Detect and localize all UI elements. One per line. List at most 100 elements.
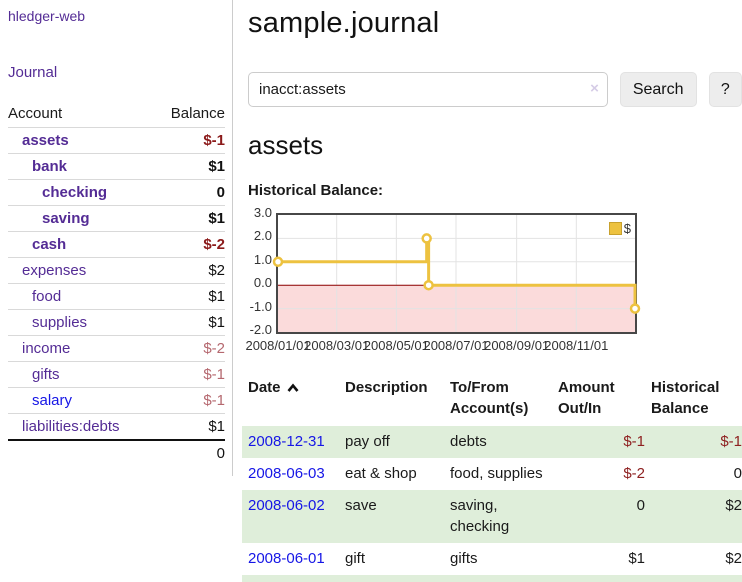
- transaction-date-link[interactable]: 2008-12-31: [248, 433, 325, 450]
- account-link-expenses[interactable]: expenses: [22, 262, 87, 279]
- account-balance: $1: [154, 153, 225, 180]
- account-row: liabilities:debts $1: [8, 413, 225, 440]
- transaction-accounts: saving, checking: [444, 489, 552, 543]
- legend-swatch-icon: [608, 222, 622, 235]
- account-balance: $-1: [154, 361, 225, 388]
- account-row: bank $1: [8, 153, 225, 180]
- account-link-assets[interactable]: assets: [22, 132, 69, 149]
- x-tick-label: 2008/11/01: [544, 338, 609, 353]
- account-link-supplies[interactable]: supplies: [32, 314, 88, 331]
- transaction-accounts: gifts: [450, 550, 478, 567]
- account-link-cash[interactable]: cash: [32, 236, 67, 253]
- transaction-description: save: [339, 489, 444, 543]
- account-balance: $-2: [154, 231, 225, 258]
- account-row: salary $-1: [8, 387, 225, 414]
- account-row: checking 0: [8, 179, 225, 206]
- account-link-food[interactable]: food: [32, 288, 62, 305]
- journal-link[interactable]: Journal: [8, 64, 58, 81]
- transaction-balance: $2: [725, 550, 742, 567]
- register-row: 2008-06-02 save saving, checking 0 $2: [242, 489, 742, 543]
- accounts-total: 0: [154, 439, 225, 466]
- transaction-amount: $1: [628, 550, 645, 567]
- account-balance: $-1: [154, 127, 225, 154]
- transaction-amount: $-1: [552, 426, 645, 458]
- account-balance: 0: [154, 179, 225, 206]
- search-bar: × Search ?: [248, 72, 742, 107]
- register-row: 2008-06-01 gift gifts $1 $2: [242, 543, 742, 575]
- chart-plot-area: $: [272, 213, 641, 334]
- account-link-income[interactable]: income: [22, 340, 71, 357]
- register-row: 2008-06-03 eat & shop food, supplies $-2…: [242, 458, 742, 490]
- account-link-salary[interactable]: salary: [32, 392, 73, 409]
- transaction-description: pay off: [339, 426, 444, 458]
- account-row: expenses $2: [8, 257, 225, 284]
- transaction-description: income: [339, 574, 444, 582]
- sort-by-date-header[interactable]: Date: [248, 377, 299, 398]
- accounts-table: Account Balance assets $-1 bank $1 checkin…: [8, 102, 225, 466]
- chart-section-label: Historical Balance:: [248, 182, 384, 199]
- account-row: saving $1: [8, 205, 225, 232]
- account-row: assets $-1: [8, 127, 225, 154]
- x-tick-label: 2008/05/01: [363, 338, 429, 353]
- main-content: sample.journal × Search ? assets Histori…: [242, 0, 742, 582]
- register-row: 2008-12-31 pay off debts $-1 $-1: [242, 426, 742, 458]
- x-tick-label: 2008/01/01: [245, 338, 311, 353]
- help-button[interactable]: ?: [708, 72, 742, 107]
- account-link-bank[interactable]: bank: [32, 158, 68, 175]
- legend-label: $: [623, 221, 631, 236]
- accounts-total-row: 0: [8, 439, 225, 466]
- x-tick-label: 2008/07/01: [423, 338, 489, 353]
- register-table: Date Description To/From Account(s) Amou…: [242, 375, 742, 582]
- account-row: cash $-2: [8, 231, 225, 258]
- app-brand-link[interactable]: hledger-web: [8, 8, 86, 24]
- transaction-description: gift: [345, 550, 366, 567]
- y-tick-label: 2.0: [253, 228, 272, 244]
- chart-line-series: [272, 215, 641, 332]
- account-row: income $-2: [8, 335, 225, 362]
- account-row: food $1: [8, 283, 225, 310]
- transaction-amount: 0: [552, 489, 645, 543]
- accounts-header: To/From Account(s): [450, 379, 529, 417]
- y-tick-label: 3.0: [253, 205, 272, 220]
- transaction-amount: $-2: [623, 464, 645, 482]
- sidebar: hledger-web Journal Account Balance asse…: [0, 0, 233, 476]
- search-input[interactable]: [248, 72, 608, 107]
- x-tick-label: 2008/03/01: [304, 338, 370, 353]
- account-balance: $1: [154, 413, 225, 440]
- transaction-balance: $-1: [645, 426, 742, 458]
- page-title: sample.journal: [248, 7, 440, 39]
- account-link-checking[interactable]: checking: [42, 184, 108, 201]
- chevron-up-icon: [287, 382, 299, 392]
- transaction-accounts: debts: [444, 426, 552, 458]
- account-row: supplies $1: [8, 309, 225, 336]
- transaction-date-link[interactable]: 2008-06-01: [248, 550, 325, 567]
- transaction-amount: $1: [552, 574, 645, 582]
- account-row: gifts $-1: [8, 361, 225, 388]
- register-row: 2008-01-01 income salary $1 $1: [242, 574, 742, 582]
- transaction-date-link[interactable]: 2008-06-02: [248, 496, 325, 514]
- transaction-description: eat & shop: [345, 464, 417, 482]
- transaction-balance: 0: [733, 464, 742, 482]
- y-tick-label: -1.0: [249, 298, 272, 314]
- y-tick-label: 0.0: [253, 275, 272, 291]
- account-link-liabilities-debts[interactable]: liabilities:debts: [22, 418, 120, 435]
- account-balance: $2: [154, 257, 225, 284]
- account-link-saving[interactable]: saving: [42, 210, 90, 227]
- accounts-col-account: Account: [8, 105, 63, 122]
- chart-legend: $: [608, 221, 631, 236]
- balance-header: Historical Balance: [651, 379, 720, 417]
- clear-search-icon[interactable]: ×: [590, 80, 599, 97]
- transaction-balance: $1: [645, 574, 742, 582]
- search-button[interactable]: Search: [619, 72, 697, 107]
- y-tick-label: -2.0: [249, 322, 272, 337]
- account-link-gifts[interactable]: gifts: [32, 366, 60, 383]
- transaction-date-link[interactable]: 2008-06-03: [248, 464, 325, 482]
- account-balance: $-2: [154, 335, 225, 362]
- account-balance: $-1: [154, 387, 225, 414]
- transaction-accounts: salary: [444, 574, 552, 582]
- transaction-accounts: food, supplies: [450, 464, 543, 482]
- account-heading: assets: [248, 130, 324, 160]
- amount-header: Amount Out/In: [558, 379, 615, 417]
- y-tick-label: 1.0: [253, 251, 272, 267]
- transaction-balance: $2: [645, 489, 742, 543]
